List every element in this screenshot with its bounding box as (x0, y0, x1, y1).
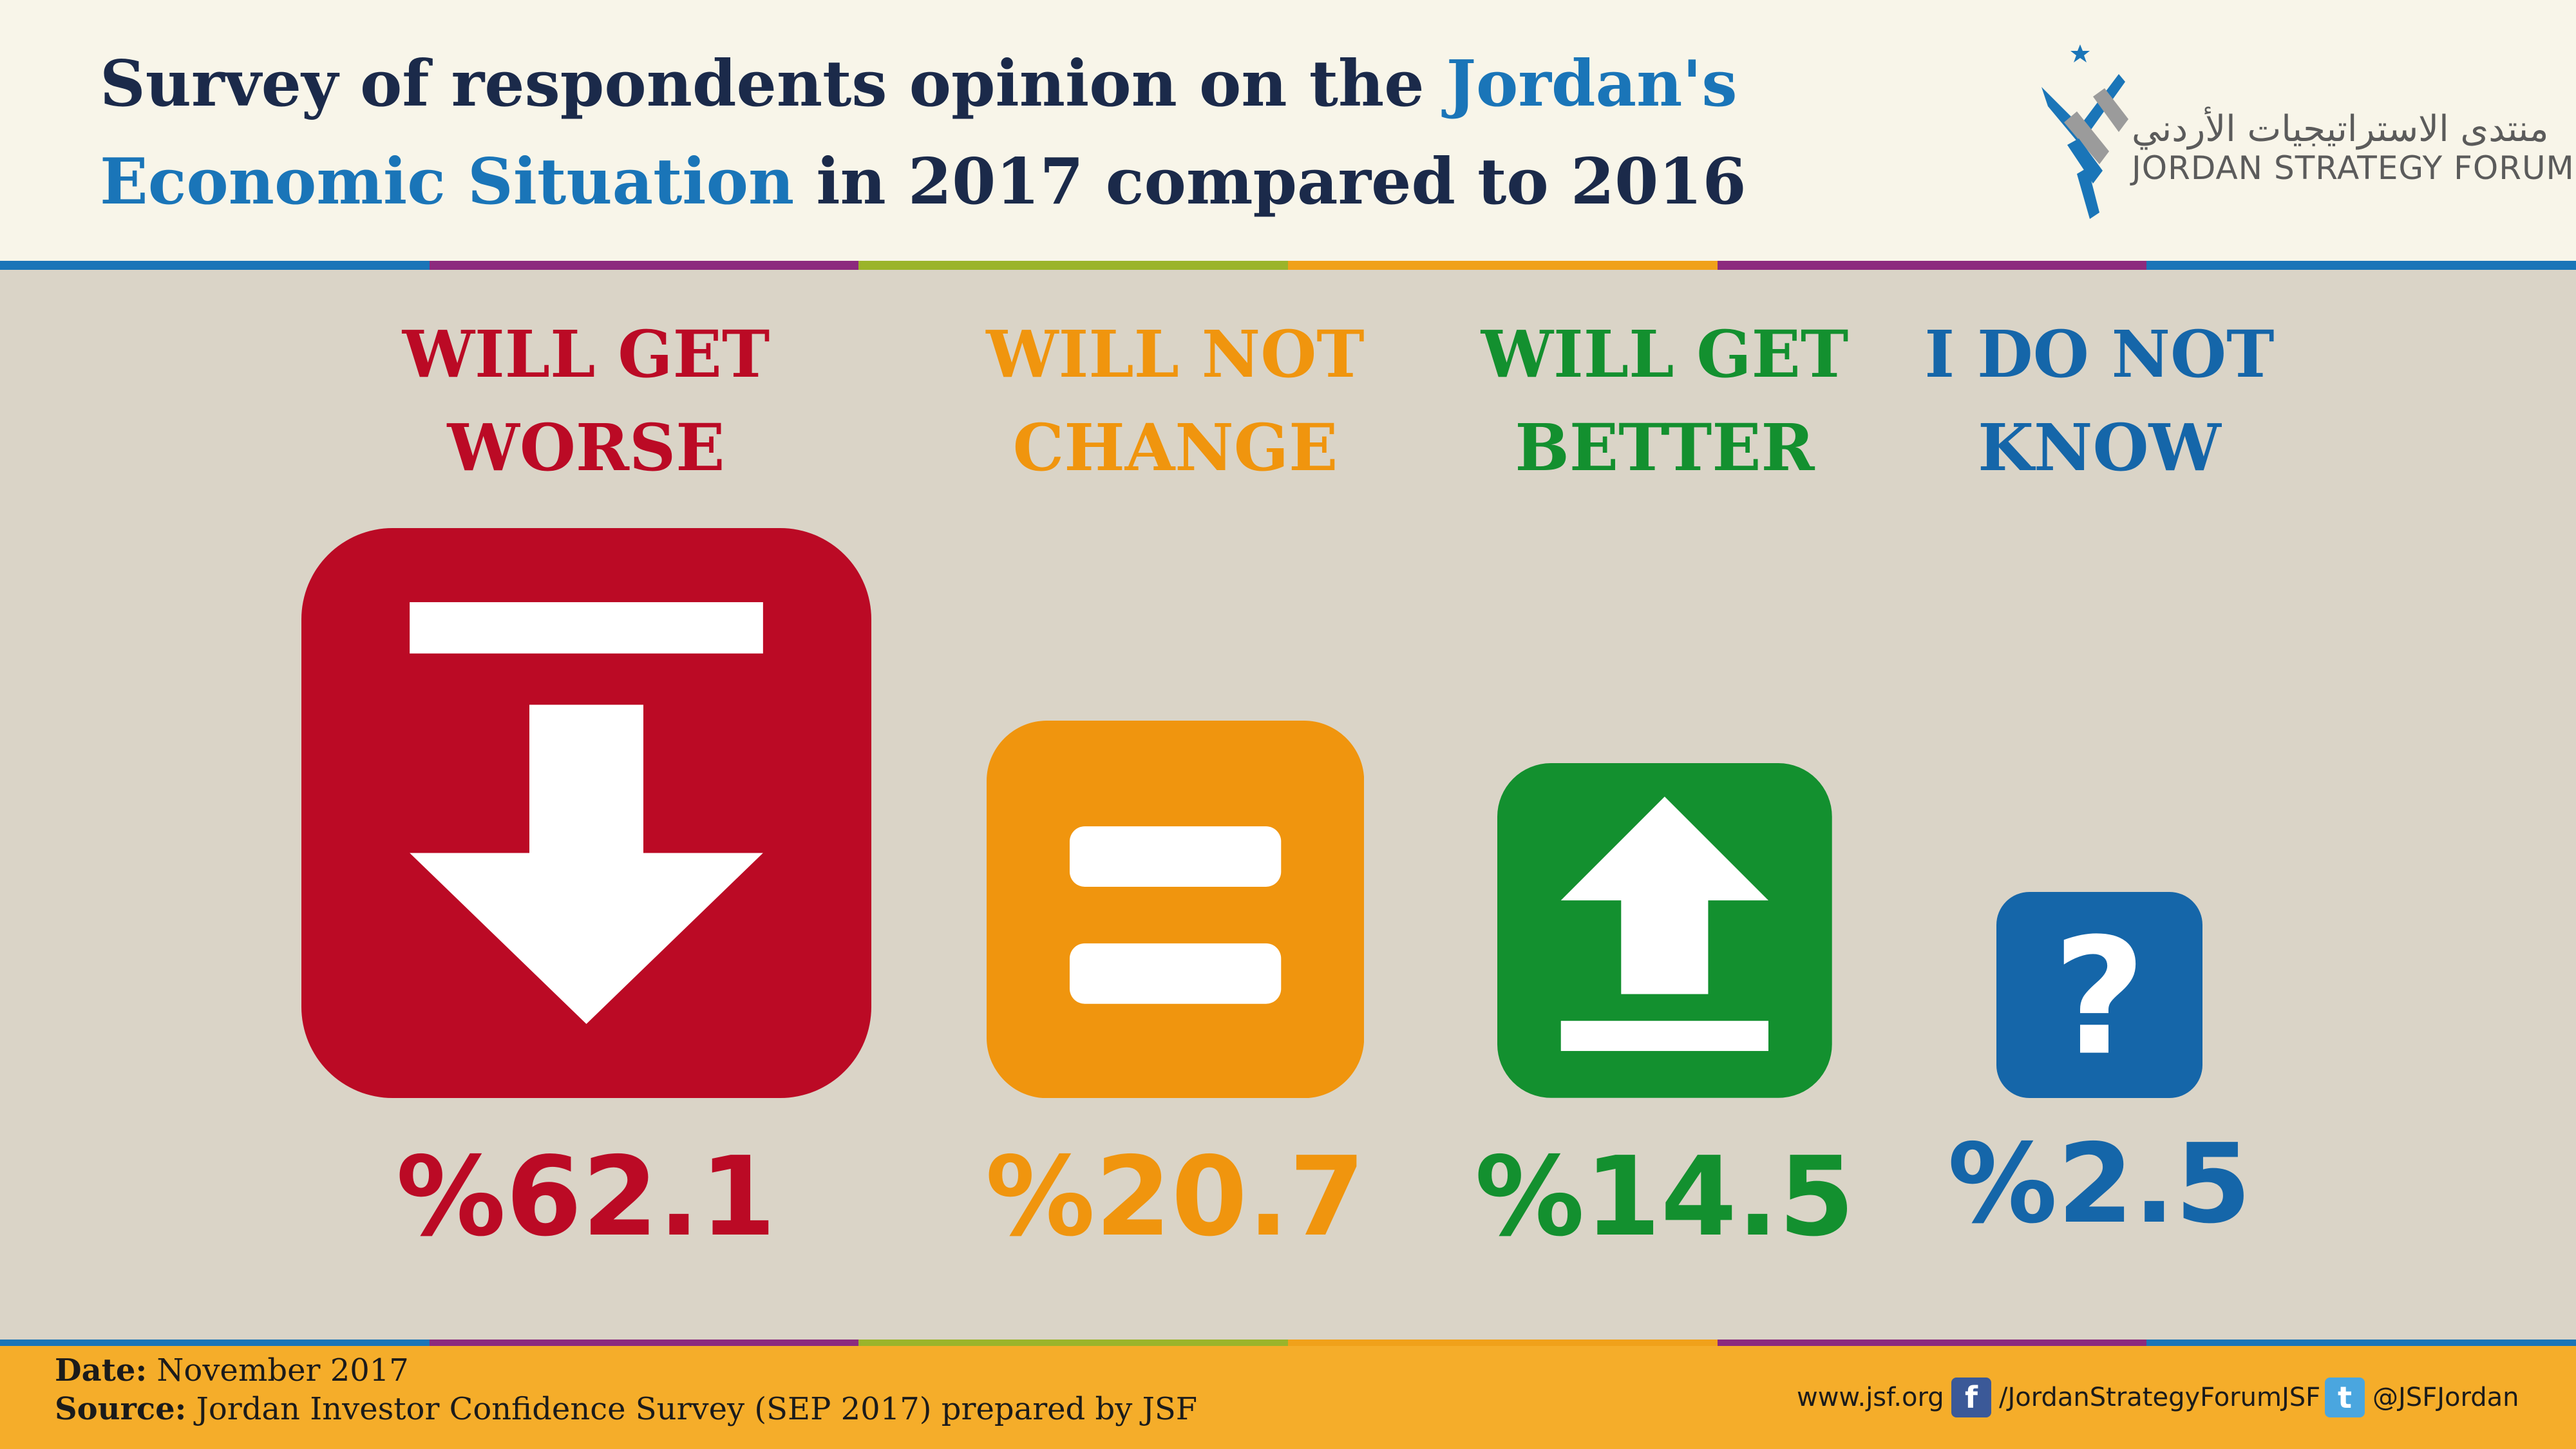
date-value: November 2017 (147, 1352, 409, 1388)
facebook-link[interactable]: f/JordanStrategyForumJSF (1951, 1378, 2320, 1417)
title-highlight-1: Jordan's (1446, 47, 1738, 121)
down-arrow-icon (301, 528, 871, 1098)
date-line: Date: November 2017 (55, 1352, 409, 1388)
twitter-link[interactable]: t @JSFJordan (2325, 1378, 2519, 1417)
logo-arabic-text: منتدى الاستراتيجيات الأردني (2132, 108, 2549, 150)
category-label: WILL GET BETTER (1433, 308, 1897, 495)
website-text: www.jsf.org (1797, 1383, 1944, 1412)
facebook-text: /JordanStrategyForumJSF (1999, 1383, 2321, 1412)
category-label: WILL NOT CHANGE (943, 308, 1407, 495)
category-label: WILL GET WORSE (354, 308, 818, 495)
category-label-line: BETTER (1515, 410, 1815, 486)
facebook-icon: f (1951, 1378, 1991, 1417)
category-label-line: WILL NOT (986, 316, 1365, 392)
value-label: %62.1 (396, 1133, 776, 1261)
category-label-line: I DO NOT (1924, 316, 2275, 392)
source-line: Source: Jordan Investor Confidence Surve… (55, 1391, 1197, 1427)
value-label: %20.7 (985, 1133, 1365, 1261)
footer (0, 1346, 2576, 1449)
twitter-icon: t (2325, 1378, 2365, 1417)
question-mark-icon: ? (1996, 892, 2202, 1098)
twitter-text: @JSFJordan (2372, 1383, 2519, 1412)
category-label-line: WILL GET (1481, 316, 1849, 392)
category-label-line: KNOW (1978, 410, 2221, 486)
header: Survey of respondents opinion on the Jor… (0, 0, 2576, 261)
logo-english-text: JORDAN STRATEGY FORUM (2132, 149, 2575, 187)
title-text-1: Survey of respondents opinion on the (100, 47, 1446, 121)
value-bar (986, 720, 1365, 1098)
title-highlight-2: Economic Situation (100, 145, 795, 219)
date-label: Date: (55, 1352, 147, 1388)
category-label-line: CHANGE (1012, 410, 1338, 486)
value-label: %14.5 (1475, 1133, 1855, 1261)
header-stripe (0, 261, 2576, 270)
jsf-logo-icon (2041, 44, 2128, 219)
source-value: Jordan Investor Confidence Survey (SEP 2… (186, 1391, 1198, 1427)
category-label-line: WILL GET (402, 316, 770, 392)
equals-icon (986, 720, 1365, 1098)
website-link[interactable]: www.jsf.org (1797, 1378, 1944, 1417)
up-arrow-icon (1497, 763, 1832, 1098)
value-label: %2.5 (1947, 1121, 2251, 1248)
page-title: Survey of respondents opinion on the Jor… (100, 35, 1967, 231)
category-label-line: WORSE (447, 410, 725, 486)
title-text-2: in 2017 compared to 2016 (794, 145, 1747, 219)
svg-text:?: ? (2053, 904, 2146, 1091)
value-bar (1996, 892, 2202, 1098)
category-label: I DO NOT KNOW (1868, 308, 2331, 495)
source-label: Source: (55, 1391, 187, 1427)
